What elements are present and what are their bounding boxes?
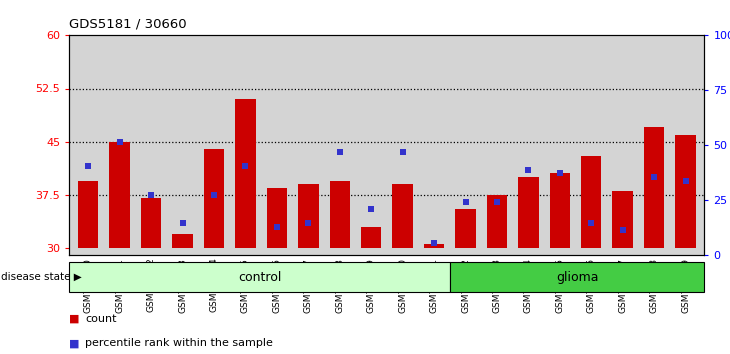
Bar bbox=[675, 135, 696, 248]
Bar bbox=[581, 156, 602, 248]
Bar bbox=[110, 142, 130, 248]
Bar bbox=[235, 99, 255, 248]
Bar bbox=[450, 262, 704, 292]
Bar bbox=[69, 262, 450, 292]
Text: control: control bbox=[238, 270, 282, 284]
Bar bbox=[612, 191, 633, 248]
Text: glioma: glioma bbox=[556, 270, 599, 284]
Bar bbox=[141, 198, 161, 248]
Bar bbox=[393, 184, 413, 248]
Text: ■: ■ bbox=[69, 314, 80, 324]
Bar bbox=[78, 181, 99, 248]
Bar bbox=[361, 227, 381, 248]
Bar bbox=[487, 195, 507, 248]
Bar bbox=[644, 127, 664, 248]
Bar bbox=[172, 234, 193, 248]
Text: count: count bbox=[85, 314, 117, 324]
Bar bbox=[550, 173, 570, 248]
Text: percentile rank within the sample: percentile rank within the sample bbox=[85, 338, 273, 348]
Bar bbox=[204, 149, 224, 248]
Text: GDS5181 / 30660: GDS5181 / 30660 bbox=[69, 18, 187, 31]
Bar bbox=[518, 177, 539, 248]
Bar bbox=[329, 181, 350, 248]
Bar bbox=[424, 244, 445, 248]
Text: disease state ▶: disease state ▶ bbox=[1, 272, 82, 282]
Bar bbox=[266, 188, 287, 248]
Bar bbox=[456, 209, 476, 248]
Text: ■: ■ bbox=[69, 338, 80, 348]
Bar bbox=[298, 184, 318, 248]
